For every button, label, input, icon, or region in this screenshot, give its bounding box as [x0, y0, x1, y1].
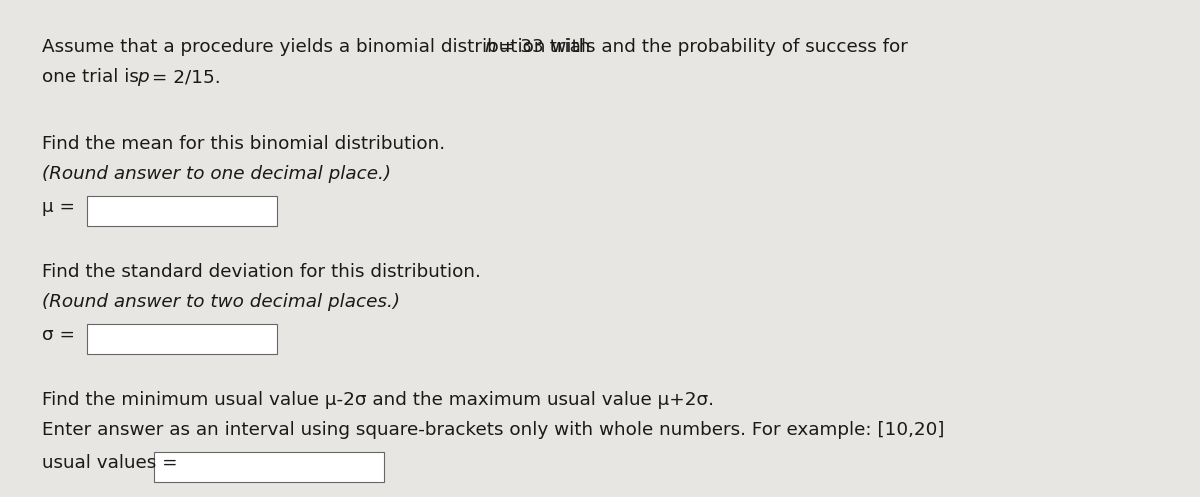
Text: = 33 trials and the probability of success for: = 33 trials and the probability of succe… [493, 38, 908, 56]
Text: Find the standard deviation for this distribution.: Find the standard deviation for this dis… [42, 263, 481, 281]
Text: (Round answer to two decimal places.): (Round answer to two decimal places.) [42, 293, 400, 311]
Text: μ =: μ = [42, 198, 74, 216]
Text: Enter answer as an interval using square-brackets only with whole numbers. For e: Enter answer as an interval using square… [42, 421, 944, 439]
Text: = 2/15.: = 2/15. [146, 68, 221, 86]
Text: Find the mean for this binomial distribution.: Find the mean for this binomial distribu… [42, 135, 445, 153]
FancyBboxPatch shape [88, 196, 277, 226]
Text: Assume that a procedure yields a binomial distribution with: Assume that a procedure yields a binomia… [42, 38, 596, 56]
FancyBboxPatch shape [154, 452, 384, 482]
Text: (Round answer to one decimal place.): (Round answer to one decimal place.) [42, 165, 391, 183]
Text: usual values =: usual values = [42, 454, 178, 472]
Text: one trial is: one trial is [42, 68, 145, 86]
Text: σ =: σ = [42, 326, 74, 344]
Text: p: p [137, 68, 149, 86]
FancyBboxPatch shape [88, 324, 277, 354]
Text: n: n [484, 38, 496, 56]
Text: Find the minimum usual value μ-2σ and the maximum usual value μ+2σ.: Find the minimum usual value μ-2σ and th… [42, 391, 714, 409]
